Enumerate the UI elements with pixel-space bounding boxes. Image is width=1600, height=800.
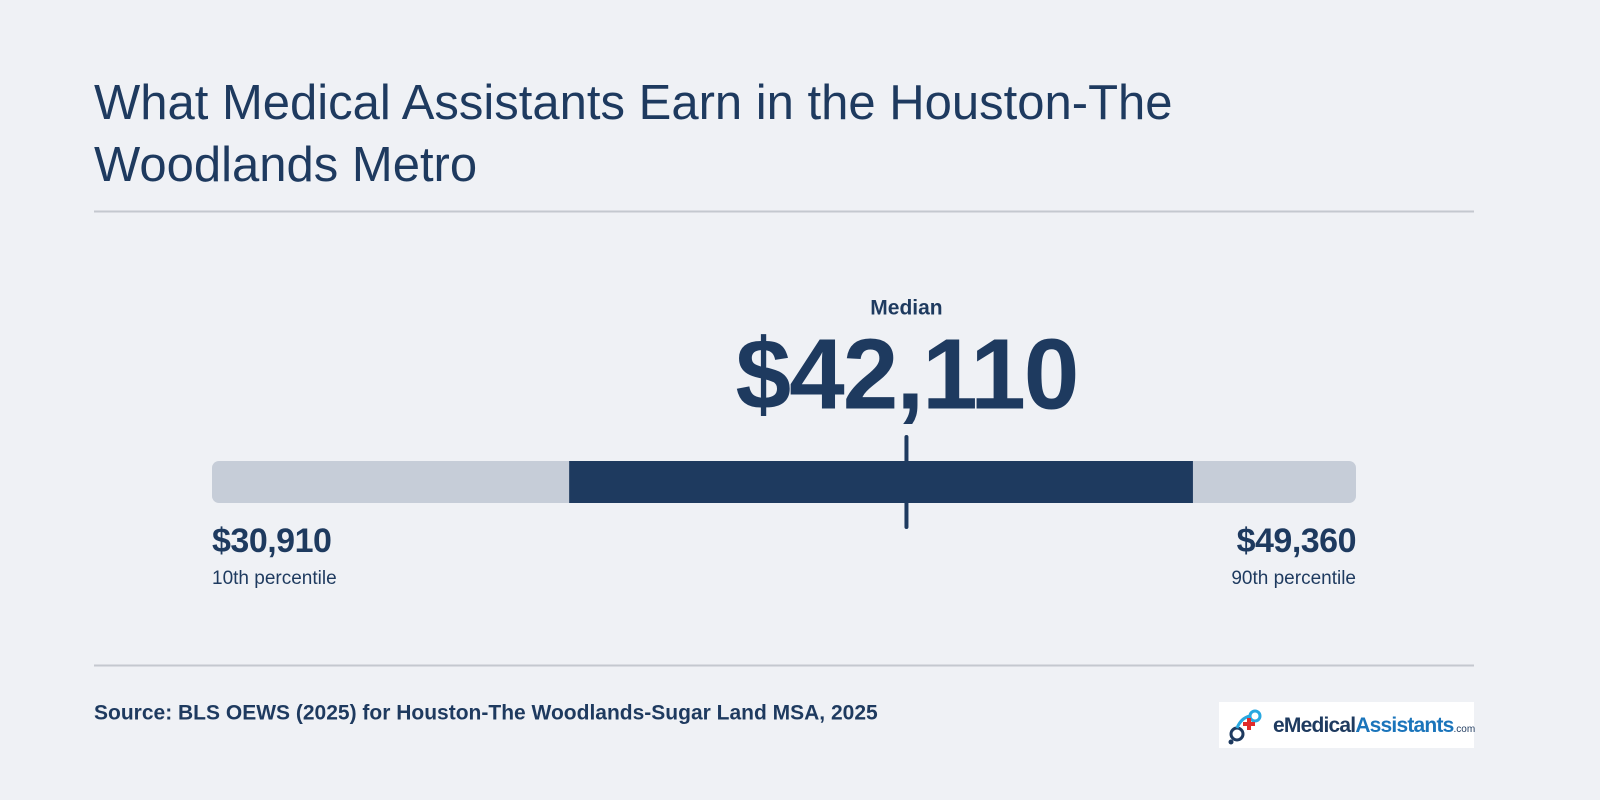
logo-brand: Assistants: [1355, 714, 1454, 737]
logo-brand: eMedical: [1273, 714, 1356, 737]
low-caption: 10th percentile: [212, 568, 337, 589]
chart-title: What Medical Assistants Earn in the Hous…: [94, 76, 1173, 192]
high-caption: 90th percentile: [1231, 568, 1356, 589]
median-value: $42,110: [735, 318, 1077, 430]
low-value: $30,910: [212, 522, 331, 560]
median-caption: Median: [870, 297, 942, 320]
range-band: [569, 461, 1193, 503]
logo-text: eMedicalAssistants.com: [1273, 714, 1475, 738]
logo-suffix: .com: [1453, 724, 1476, 735]
logo-icon: [1228, 709, 1262, 745]
source: Source: BLS OEWS (2025) for Houston-The …: [94, 702, 878, 725]
logo: eMedicalAssistants.com: [1219, 702, 1475, 748]
high-value: $49,360: [1237, 522, 1356, 560]
